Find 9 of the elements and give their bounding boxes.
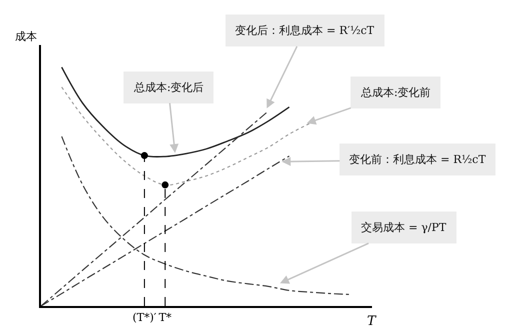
annotation: 交易成本 = γ/PT [361,221,447,234]
x-axis-title: T [367,314,377,329]
annotation: 总成本:变化后 [133,81,204,94]
x-tick-label: (T*)′ [132,311,157,324]
x-tick-label: T* [158,311,172,324]
y-axis-title: 成本 [15,30,37,43]
annotation: 总成本:变化前 [360,86,431,99]
text: 变化后：利息成本 = R′½cT [235,24,375,37]
annotation: 变化前：利息成本 = R½cT [349,153,486,166]
